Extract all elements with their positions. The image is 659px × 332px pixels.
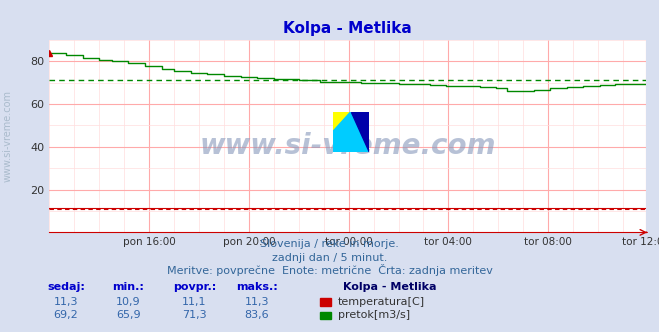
- Text: Slovenija / reke in morje.: Slovenija / reke in morje.: [260, 239, 399, 249]
- Text: 65,9: 65,9: [116, 310, 141, 320]
- Text: Kolpa - Metlika: Kolpa - Metlika: [343, 283, 436, 292]
- Polygon shape: [333, 112, 369, 151]
- Polygon shape: [333, 112, 351, 131]
- Text: pretok[m3/s]: pretok[m3/s]: [338, 310, 410, 320]
- Text: 11,3: 11,3: [53, 297, 78, 307]
- Polygon shape: [351, 112, 369, 151]
- Text: maks.:: maks.:: [236, 283, 278, 292]
- Text: temperatura[C]: temperatura[C]: [338, 297, 425, 307]
- Text: 69,2: 69,2: [53, 310, 78, 320]
- Text: Meritve: povprečne  Enote: metrične  Črta: zadnja meritev: Meritve: povprečne Enote: metrične Črta:…: [167, 264, 492, 276]
- Text: www.si-vreme.com: www.si-vreme.com: [3, 90, 13, 182]
- Text: www.si-vreme.com: www.si-vreme.com: [200, 132, 496, 160]
- Text: sedaj:: sedaj:: [47, 283, 85, 292]
- Text: 11,1: 11,1: [182, 297, 207, 307]
- Text: 10,9: 10,9: [116, 297, 141, 307]
- Text: 71,3: 71,3: [182, 310, 207, 320]
- Text: povpr.:: povpr.:: [173, 283, 216, 292]
- Text: 83,6: 83,6: [244, 310, 270, 320]
- Text: zadnji dan / 5 minut.: zadnji dan / 5 minut.: [272, 253, 387, 263]
- Title: Kolpa - Metlika: Kolpa - Metlika: [283, 21, 412, 36]
- Text: 11,3: 11,3: [244, 297, 270, 307]
- Text: min.:: min.:: [113, 283, 144, 292]
